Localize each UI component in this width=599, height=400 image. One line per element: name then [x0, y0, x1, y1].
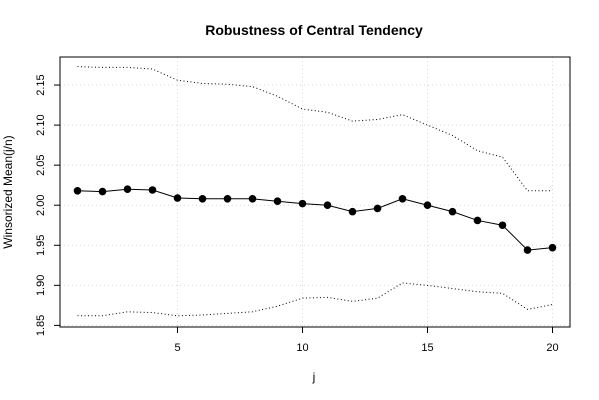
y-tick-label: 2.15: [35, 74, 47, 95]
data-point: [173, 194, 182, 202]
series-layer: [73, 66, 557, 317]
x-tick-label: 20: [546, 342, 558, 354]
data-point: [298, 199, 307, 208]
plot-frame: [59, 56, 571, 328]
data-point: [198, 195, 207, 203]
series-line-dotted-2: [77, 282, 553, 317]
data-point: [148, 186, 157, 194]
x-tick-label: 5: [174, 342, 180, 354]
series-line-dotted-1: [77, 66, 553, 192]
y-tick-label: 1.85: [35, 315, 47, 336]
data-point: [398, 195, 407, 203]
data-point: [498, 221, 507, 230]
y-tick-label: 2.05: [35, 154, 47, 175]
series-line-main: [77, 188, 553, 251]
y-tick-label: 2.10: [35, 114, 47, 135]
y-tick-label: 1.90: [35, 275, 47, 296]
y-axis: 1.85 1.90 1.95 2.00 2.05 2.10 2.15: [35, 74, 61, 336]
x-axis-label: j: [312, 370, 316, 384]
data-point: [273, 197, 282, 206]
grid: [60, 57, 570, 327]
data-point: [423, 201, 432, 210]
data-point: [473, 216, 482, 225]
data-point: [248, 195, 257, 203]
x-tick-label: 10: [296, 342, 308, 354]
data-point: [548, 243, 557, 252]
data-point: [523, 246, 532, 254]
y-tick-label: 1.95: [35, 235, 47, 256]
x-tick-label: 15: [421, 342, 433, 354]
data-point: [373, 204, 382, 213]
data-point: [448, 207, 457, 216]
data-point: [73, 186, 82, 195]
data-point: [123, 185, 132, 193]
data-point: [98, 187, 107, 196]
data-point: [323, 201, 332, 210]
x-axis: 5 10 15 20: [174, 326, 559, 354]
data-point: [348, 207, 357, 216]
data-point: [223, 195, 232, 203]
chart-title: Robustness of Central Tendency: [205, 22, 423, 38]
y-tick-label: 2.00: [35, 195, 47, 216]
y-axis-label: Winsorized Mean(j/n): [1, 135, 15, 248]
